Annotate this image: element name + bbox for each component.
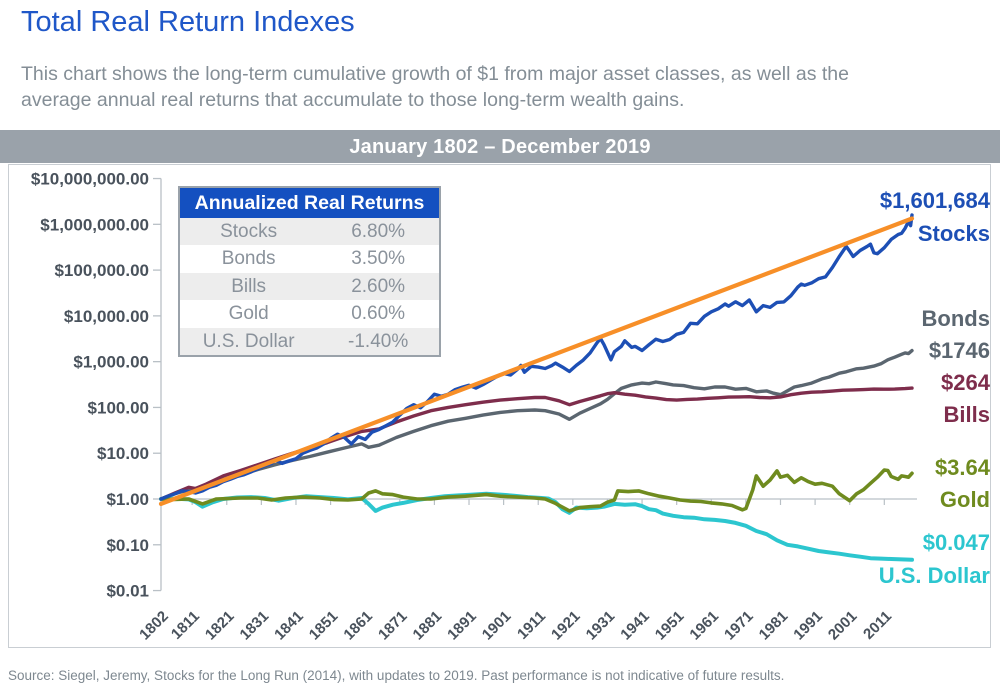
asset-return-cell: 2.60%	[351, 275, 406, 297]
y-axis-tick-label: $10.00	[97, 444, 149, 463]
x-axis-tick-label: 1811	[168, 608, 203, 643]
asset-name-cell: Bonds	[221, 248, 276, 270]
x-axis-tick-label: 1941	[617, 608, 653, 644]
y-axis-tick-label: $0.10	[106, 536, 149, 555]
bills-series-label: Bills	[943, 402, 990, 427]
gold-series-label: Gold	[939, 487, 990, 512]
returns-table-row: Bonds 3.50%	[180, 245, 439, 272]
dollar-series-label: U.S. Dollar	[878, 563, 990, 588]
y-axis-tick-label: $1,000.00	[73, 353, 149, 372]
chart-area: $10,000,000.00 $1,000,000.00 $100,000.00 $1…	[8, 164, 991, 648]
annualized-returns-table: Annualized Real Returns Stocks 6.80% Bonds…	[178, 186, 441, 357]
y-axis-tick-label: $10,000.00	[64, 307, 149, 326]
page-subtitle: This chart shows the long-term cumulativ…	[21, 61, 849, 113]
x-axis-tick-label: 1802	[136, 608, 172, 644]
asset-name-cell: Gold	[228, 303, 269, 325]
series-line-bonds	[159, 348, 914, 501]
x-axis-tick-label: 1851	[306, 608, 342, 644]
y-axis-tick-label: $100,000.00	[54, 261, 149, 280]
y-axis-tick-label: $1.00	[106, 490, 149, 509]
bills-final-value-label: $264	[941, 370, 990, 395]
x-axis-tick-label: 1881	[410, 608, 446, 644]
x-axis-tick-label: 1991	[790, 608, 826, 644]
x-axis-tick-label: 1831	[237, 608, 273, 644]
y-axis-tick-label: $10,000,000.00	[31, 170, 149, 189]
dollar-final-value-label: $0.047	[922, 530, 990, 555]
series-line-stocks	[159, 213, 914, 501]
x-axis-tick-label: 1871	[375, 608, 411, 644]
returns-table-body: Stocks 6.80% Bonds 3.50% Bills 2.60% Gold 0.60%…	[180, 218, 439, 355]
series-line-u-s-dollar	[159, 491, 914, 562]
series-line-stocks-trend-6-8-per-year-	[158, 216, 915, 506]
returns-table-header: Annualized Real Returns	[180, 188, 439, 218]
asset-name-cell: Bills	[231, 275, 267, 297]
subtitle-line-2: average annual real returns that accumul…	[21, 89, 685, 111]
x-axis-tick-label: 2011	[860, 608, 895, 643]
x-axis-tick-label: 1861	[340, 608, 376, 644]
gold-final-value-label: $3.64	[934, 455, 990, 480]
asset-return-cell: 0.60%	[351, 303, 406, 325]
returns-table-row: Stocks 6.80%	[180, 218, 439, 246]
series-line-gold	[159, 468, 914, 513]
y-axis-tick-label: $0.01	[106, 582, 149, 601]
x-axis-tick-label: 1931	[583, 608, 619, 644]
asset-name-cell: U.S. Dollar	[202, 330, 295, 352]
period-banner: January 1802 – December 2019	[0, 130, 1000, 163]
x-axis-tick-label: 1921	[548, 608, 584, 644]
asset-name-cell: Stocks	[220, 221, 278, 242]
x-axis-tick-label: 1891	[444, 608, 480, 644]
series-line-bills	[159, 386, 914, 501]
stocks-final-value-label: $1,601,684	[879, 188, 990, 213]
source-note: Source: Siegel, Jeremy, Stocks for the L…	[8, 668, 785, 683]
x-axis-tick-label: 1901	[479, 608, 515, 644]
asset-return-cell: 6.80%	[351, 221, 406, 242]
asset-return-cell: 3.50%	[351, 248, 406, 270]
returns-table-row: Bills 2.60%	[180, 272, 439, 301]
bonds-final-value-label: $1746	[928, 338, 990, 363]
stocks-series-label: Stocks	[917, 221, 990, 246]
bonds-series-label: Bonds	[921, 306, 990, 331]
x-axis-tick-label: 1971	[721, 608, 757, 644]
line-chart: $10,000,000.00 $1,000,000.00 $100,000.00 $1…	[31, 170, 917, 644]
subtitle-line-1: This chart shows the long-term cumulativ…	[21, 63, 849, 85]
x-axis-tick-label: 2001	[825, 608, 861, 644]
page-title: Total Real Return Indexes	[21, 6, 355, 38]
returns-table-row: U.S. Dollar -1.40%	[180, 327, 439, 355]
asset-return-cell: -1.40%	[348, 330, 409, 352]
y-axis-tick-label: $100.00	[88, 398, 149, 417]
returns-table-row: Gold 0.60%	[180, 300, 439, 327]
x-axis-tick-label: 1951	[652, 608, 688, 644]
x-axis-tick-label: 1961	[686, 608, 722, 644]
x-axis-tick-label: 1981	[756, 608, 792, 644]
x-axis-tick-label: 1821	[202, 608, 238, 644]
y-axis-tick-label: $1,000,000.00	[40, 215, 149, 234]
x-axis-tick-label: 1841	[271, 608, 307, 644]
x-axis-tick-label: 1911	[514, 608, 549, 643]
